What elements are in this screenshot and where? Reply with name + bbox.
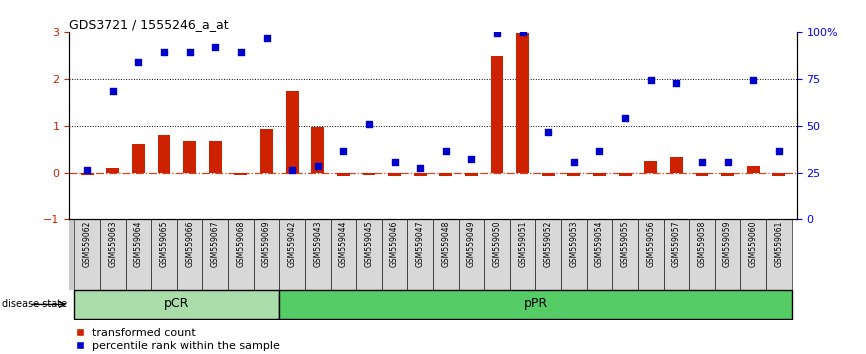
Bar [363,172,375,175]
Point [618,115,632,120]
Point [413,165,427,171]
Bar [152,219,177,290]
Point [234,49,248,55]
Text: disease state: disease state [2,299,67,309]
Bar [69,219,786,290]
Point [388,159,402,165]
Bar [491,56,503,172]
Bar [542,172,554,176]
Bar [356,219,382,290]
Bar [305,219,331,290]
Point [336,148,350,153]
Bar [772,172,785,176]
Point [746,77,760,83]
Bar [81,172,94,175]
Bar [132,144,145,172]
Bar [766,219,792,290]
Bar [695,172,708,176]
Bar [337,172,350,176]
FancyBboxPatch shape [280,290,792,319]
Bar [184,141,196,172]
Point [209,44,223,50]
Point [81,167,94,173]
Bar [331,219,356,290]
Bar [100,219,126,290]
Bar [286,91,299,172]
Bar [567,172,580,176]
Point [311,164,325,169]
Bar [586,219,612,290]
FancyBboxPatch shape [74,290,280,319]
Point [464,156,478,161]
Bar [516,33,529,172]
Point [362,121,376,127]
Point [183,49,197,55]
Bar [593,172,606,176]
Bar [484,219,510,290]
Point [592,148,606,153]
Bar [433,219,459,290]
Bar [177,219,203,290]
Point [490,30,504,36]
Point [695,159,709,165]
Text: pPR: pPR [523,297,547,310]
Bar [260,129,273,172]
Bar [312,127,324,172]
Bar [535,219,561,290]
Bar [618,172,631,176]
Point [721,159,734,165]
Bar [465,172,478,176]
Bar [746,166,759,172]
Bar [414,172,427,176]
Bar [439,172,452,176]
Bar [644,161,657,172]
Point [516,29,530,35]
Point [132,59,145,65]
Point [106,88,120,94]
Bar [107,168,120,172]
Bar [228,219,254,290]
Bar [740,219,766,290]
Bar [254,219,280,290]
Bar [158,135,171,172]
Bar [203,219,228,290]
Bar [459,219,484,290]
Legend: transformed count, percentile rank within the sample: transformed count, percentile rank withi… [74,328,280,351]
Bar [280,219,305,290]
Bar [721,172,734,176]
Bar [235,172,248,175]
Point [157,49,171,55]
Point [439,148,453,153]
Bar [714,219,740,290]
Bar [74,219,100,290]
Bar [209,141,222,172]
Bar [670,157,682,172]
Bar [407,219,433,290]
Bar [382,219,407,290]
Bar [388,172,401,176]
Bar [510,219,535,290]
Point [567,159,581,165]
Point [541,129,555,135]
Bar [663,219,689,290]
Text: GDS3721 / 1555246_a_at: GDS3721 / 1555246_a_at [69,18,229,31]
Bar [612,219,638,290]
Bar [638,219,663,290]
Bar [126,219,152,290]
Text: pCR: pCR [165,297,190,310]
Point [260,35,274,41]
Point [669,81,683,86]
Point [772,148,785,153]
Point [285,167,299,173]
Point [643,77,657,83]
Bar [689,219,714,290]
Bar [561,219,586,290]
